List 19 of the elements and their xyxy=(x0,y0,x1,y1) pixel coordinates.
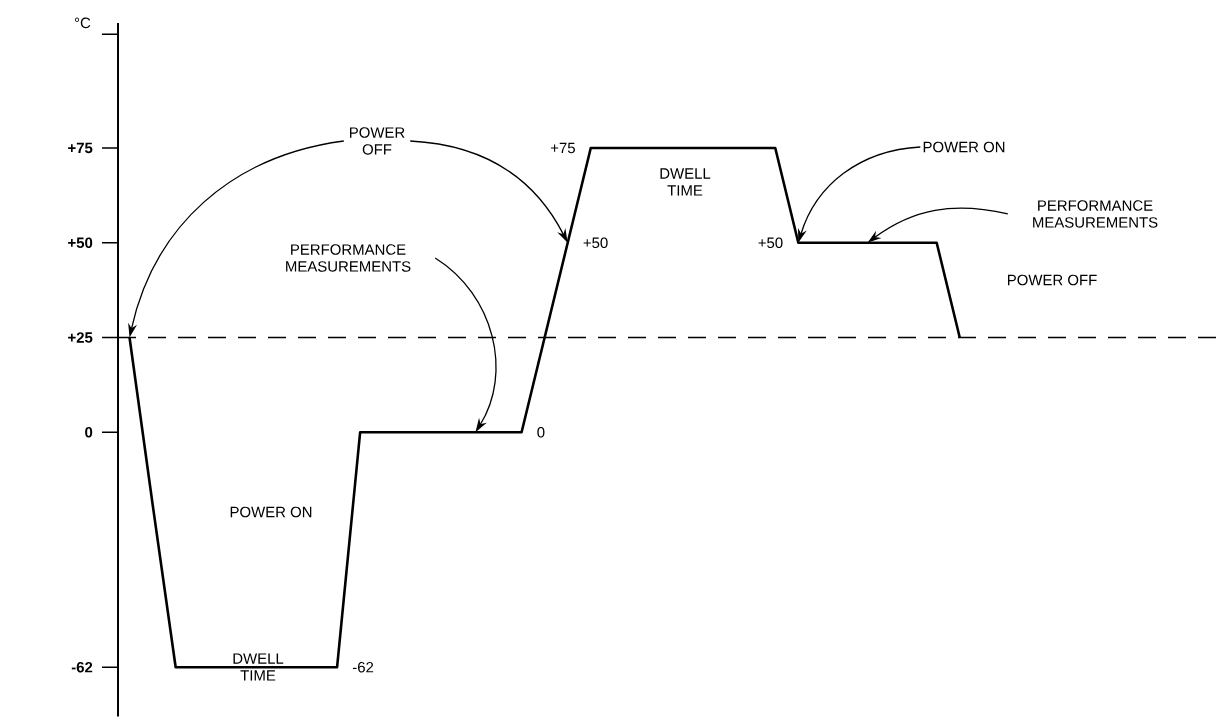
annotation: POWER OFF xyxy=(350,127,405,155)
data-label: +50 xyxy=(583,237,608,249)
annotation: POWER OFF xyxy=(1007,274,1097,286)
annotation: PERFORMANCE MEASUREMENTS xyxy=(1033,200,1158,228)
data-label: 0 xyxy=(537,426,545,438)
y-tick-label: +50 xyxy=(68,237,93,249)
y-tick-label: -62 xyxy=(71,661,93,673)
annotation: POWER ON xyxy=(923,141,1005,153)
y-axis-title: °C xyxy=(74,17,91,29)
annotation: PERFORMANCE MEASUREMENTS xyxy=(286,244,411,272)
data-label: -62 xyxy=(352,661,374,673)
data-label: +75 xyxy=(550,142,575,154)
annotation: POWER ON xyxy=(230,506,312,518)
y-tick-label: 0 xyxy=(85,426,93,438)
y-tick-label: +75 xyxy=(68,142,93,154)
y-tick-label: +25 xyxy=(68,332,93,343)
annotation: DWELL TIME xyxy=(660,168,711,196)
annotation: DWELL TIME xyxy=(233,653,284,681)
data-label: +50 xyxy=(758,237,783,249)
